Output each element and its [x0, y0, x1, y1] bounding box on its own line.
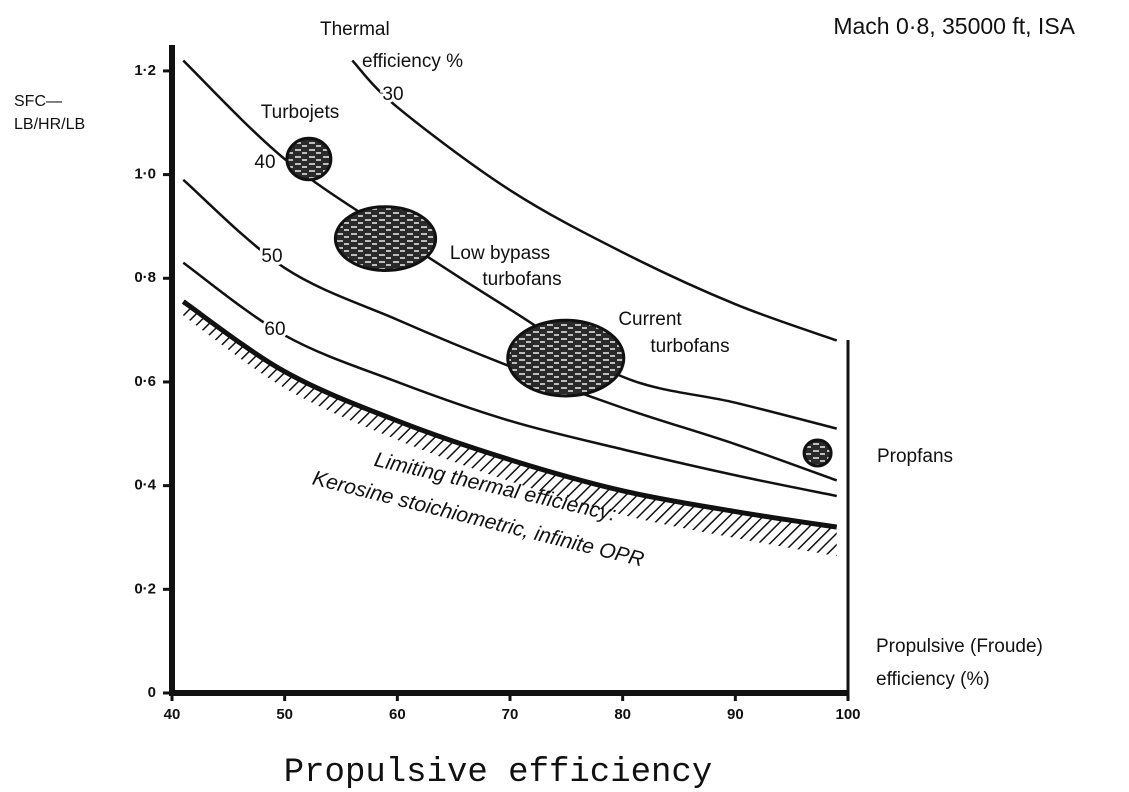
y-tick-label: 0·4 — [134, 477, 156, 494]
region-label: turbofans — [650, 336, 729, 357]
y-tick-label: 0 — [148, 684, 156, 701]
region-label: Turbojets — [261, 102, 340, 123]
series-line — [351, 59, 838, 342]
y-tick-label: 0·8 — [134, 269, 156, 286]
series-group-label: Thermal — [320, 19, 390, 40]
series-line — [182, 261, 837, 498]
y-tick-label: 0·6 — [134, 373, 156, 390]
x-tick-label: 90 — [727, 706, 744, 723]
series-group-label: efficiency % — [362, 51, 463, 72]
x-tick-label: 100 — [835, 706, 860, 723]
series-label: 50 — [261, 246, 282, 267]
series-label: 40 — [254, 152, 275, 173]
x-tick-label: 40 — [164, 706, 181, 723]
y-tick-label: 1·2 — [134, 62, 156, 79]
series-line — [181, 299, 838, 530]
x-tick-label: 60 — [389, 706, 406, 723]
y-tick-label: 0·2 — [134, 580, 156, 597]
x-tick-label: 70 — [502, 706, 519, 723]
series-label: 30 — [382, 84, 403, 105]
x-axis-note: efficiency (%) — [876, 669, 990, 690]
series-label: 60 — [264, 319, 285, 340]
region-blob — [802, 438, 833, 468]
series-line — [182, 178, 838, 482]
region-label: turbofans — [482, 269, 561, 290]
region-label: Propfans — [877, 446, 953, 467]
region-blob — [285, 136, 333, 182]
y-tick-label: 1·0 — [134, 166, 156, 183]
x-axis-label: Propulsive efficiency — [284, 754, 712, 792]
region-label: Low bypass — [450, 243, 550, 264]
x-axis-note: Propulsive (Froude) — [876, 636, 1043, 657]
x-tick-label: 80 — [614, 706, 631, 723]
region-blob — [333, 205, 438, 273]
hatch-band — [183, 301, 837, 557]
y-axis-label: SFC— — [14, 93, 62, 110]
x-tick-label: 50 — [276, 706, 293, 723]
chart-title: Mach 0·8, 35000 ft, ISA — [833, 13, 1075, 39]
region-blob — [506, 318, 626, 398]
region-label: Current — [618, 309, 682, 330]
series-line — [182, 59, 838, 430]
y-axis-label: LB/HR/LB — [14, 116, 85, 133]
